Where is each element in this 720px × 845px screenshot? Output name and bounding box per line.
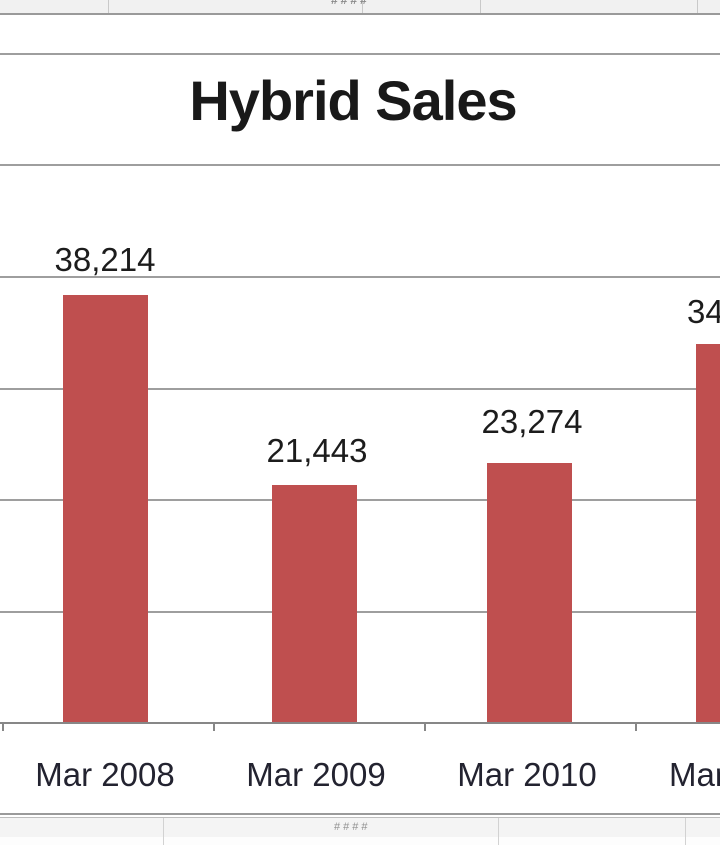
x-axis-tick-4	[635, 724, 637, 731]
clipped-cell-text-bottom: ####	[334, 821, 371, 833]
cell-border	[697, 0, 698, 13]
x-axis-label-mar-2008[interactable]: Mar 2008	[35, 756, 175, 793]
cell-border	[362, 0, 363, 13]
gridline-10000	[0, 611, 720, 613]
x-axis-tick-1	[2, 724, 4, 731]
cell-border	[163, 818, 164, 837]
x-axis-label-mar-2010[interactable]: Mar 2010	[457, 756, 597, 793]
x-axis-label-mar-2011[interactable]: Mar 2011	[669, 756, 720, 793]
sheet-row-bottom-1[interactable]: ####	[0, 817, 720, 838]
cell-border	[685, 818, 686, 837]
bar-mar-2010[interactable]	[487, 463, 572, 722]
cell-border	[498, 818, 499, 837]
x-axis-tick-2	[213, 724, 215, 731]
bar-mar-2011[interactable]	[696, 344, 720, 722]
x-axis-tick-3	[424, 724, 426, 731]
gridline-60000	[0, 53, 720, 55]
sheet-row-bottom-2[interactable]	[0, 837, 720, 845]
cell-border	[163, 837, 164, 845]
bar-mar-2009[interactable]	[272, 485, 357, 722]
chart-title[interactable]: Hybrid Sales	[189, 69, 517, 132]
chart-bottom-border	[0, 813, 720, 815]
data-label-mar-2009: 21,443	[266, 432, 368, 469]
cell-border	[498, 837, 499, 845]
cell-border	[685, 837, 686, 845]
data-label-mar-2011: 34	[687, 293, 720, 330]
gridline-40000	[0, 276, 720, 278]
gridline-50000	[0, 164, 720, 166]
gridline-20000	[0, 499, 720, 501]
clipped-cell-text-top: ####	[331, 0, 370, 7]
data-label-mar-2008: 38,214	[54, 241, 156, 278]
cell-border	[108, 0, 109, 13]
gridline-30000	[0, 388, 720, 390]
bar-mar-2008[interactable]	[63, 295, 148, 722]
x-axis-label-mar-2009[interactable]: Mar 2009	[246, 756, 386, 793]
x-axis-line	[0, 722, 720, 724]
sheet-row-top[interactable]: ####	[0, 0, 720, 15]
data-label-mar-2010: 23,274	[481, 403, 583, 440]
cell-border	[480, 0, 481, 13]
